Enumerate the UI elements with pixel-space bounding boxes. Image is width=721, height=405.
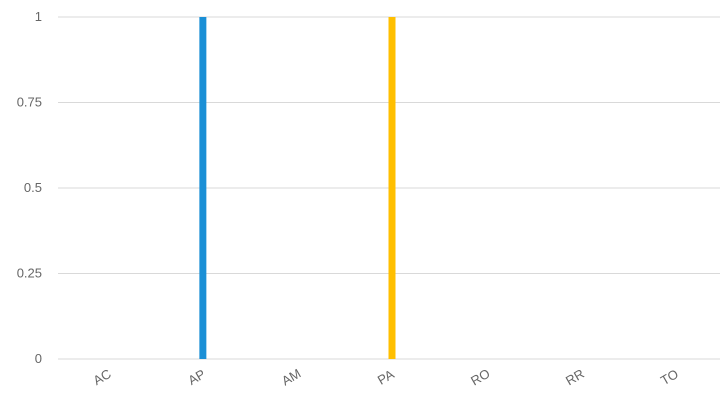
- x-tick-label: TO: [658, 366, 681, 388]
- y-tick-label: 1: [35, 9, 42, 24]
- bar-ap: [199, 17, 207, 359]
- x-tick-label: RO: [468, 366, 492, 389]
- x-tick-label: AM: [279, 366, 303, 389]
- x-tick-label: AC: [90, 366, 113, 388]
- x-tick-label: PA: [375, 366, 397, 387]
- y-tick-label: 0.75: [17, 95, 42, 110]
- y-tick-label: 0.5: [24, 180, 42, 195]
- x-axis: AC AP AM PA RO RR TO: [90, 366, 680, 389]
- y-axis: 0 0.25 0.5 0.75 1: [17, 9, 42, 366]
- x-tick-label: RR: [563, 366, 587, 388]
- y-tick-label: 0: [35, 351, 42, 366]
- x-tick-label: AP: [185, 366, 208, 388]
- bars: [199, 17, 396, 359]
- bar-pa: [388, 17, 396, 359]
- y-tick-label: 0.25: [17, 266, 42, 281]
